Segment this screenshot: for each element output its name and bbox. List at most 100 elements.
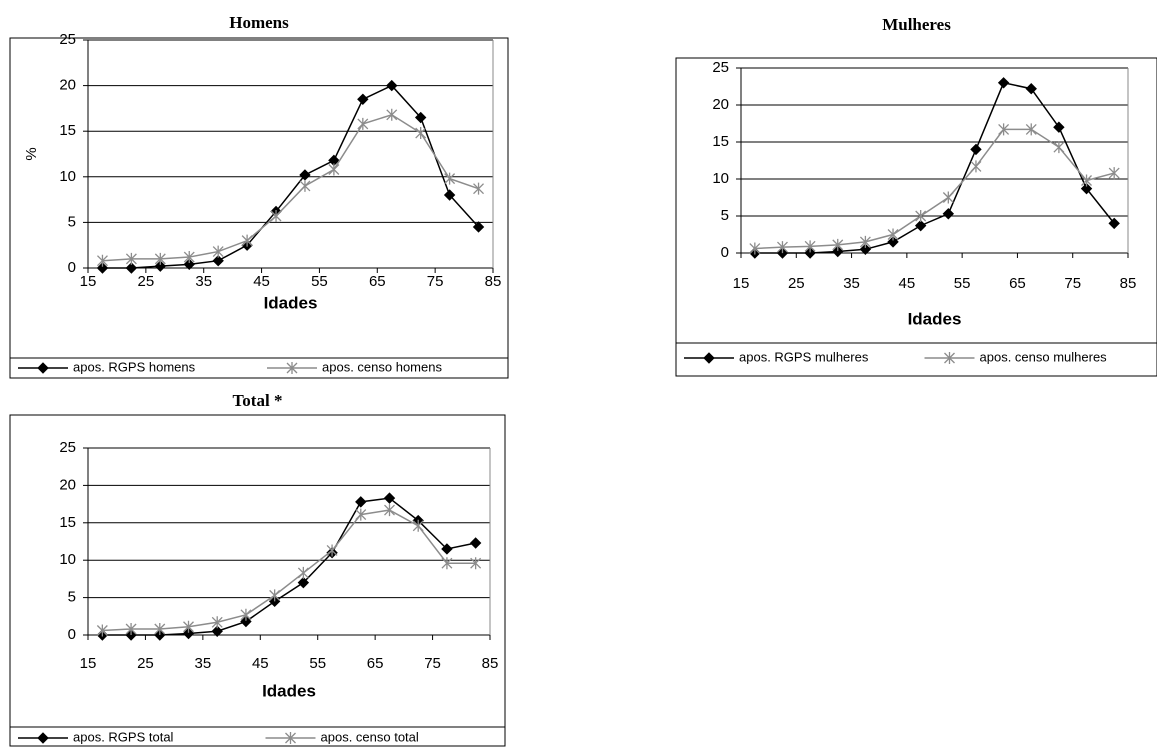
x-tick-label: 35 [843,275,860,292]
data-point [997,77,1010,89]
x-tick-label: 15 [80,273,97,290]
y-tick-label: 10 [712,170,729,187]
data-point [125,623,137,636]
chart-frame [9,37,509,379]
y-axis-label: % [23,147,40,160]
y-tick-label: 10 [59,168,76,185]
data-point [472,221,485,233]
data-point [777,241,788,254]
y-tick-label: 10 [59,551,76,568]
x-tick-label: 75 [424,655,441,672]
chart-title: Homens [229,13,289,32]
x-tick-label: 55 [311,273,328,290]
y-tick-label: 0 [68,259,76,276]
x-axis-label: Idades [264,293,318,312]
data-point [914,219,927,232]
legend-symbol [286,362,298,374]
data-point [386,79,398,92]
y-tick-label: 25 [712,59,729,76]
data-point [887,228,899,241]
data-point [1025,123,1037,136]
y-tick-label: 0 [68,626,76,643]
x-axis-label: Idades [262,681,316,700]
data-point [469,537,482,549]
data-point [125,262,138,274]
x-tick-label: 85 [482,655,499,672]
x-tick-label: 75 [427,273,444,290]
y-tick-label: 25 [59,31,76,48]
x-tick-label: 45 [253,273,270,290]
x-tick-label: 65 [1009,275,1026,292]
series-line [102,509,476,632]
data-point [749,242,761,255]
x-tick-label: 25 [788,275,805,292]
y-tick-label: 5 [721,207,729,224]
data-point [970,143,982,156]
x-tick-label: 35 [195,273,212,290]
legend-label: apos. censo mulheres [980,349,1108,364]
data-point [297,576,310,589]
data-point [859,243,872,256]
data-point [415,127,427,140]
data-point [269,589,281,602]
legend-label: apos. RGPS total [73,729,174,744]
data-point [355,508,367,521]
legend-symbol [37,362,49,374]
data-point [804,247,816,259]
legend-label: apos. RGPS homens [73,359,196,374]
data-point [241,234,253,247]
legend-label: apos. censo total [321,729,419,744]
data-point [1080,182,1093,195]
chart-title: Mulheres [882,15,951,34]
data-point [183,251,195,264]
x-tick-label: 15 [80,655,97,672]
data-point [326,544,338,557]
data-point [183,258,195,271]
data-point [942,208,955,220]
legend-label: apos. censo homens [322,359,442,374]
data-point [915,210,927,222]
data-point [1053,121,1065,133]
x-tick-label: 65 [367,655,384,672]
data-point [212,254,224,267]
data-point [240,608,252,621]
data-point [386,108,398,121]
data-point [470,557,482,570]
series-line [754,128,1115,250]
x-tick-label: 55 [954,275,971,292]
data-point [211,625,223,637]
x-tick-label: 85 [1120,275,1137,292]
legend-symbol [944,352,955,364]
data-point [832,238,844,251]
data-point [473,182,484,195]
y-tick-label: 5 [68,213,76,230]
data-point [183,620,194,633]
data-point [240,615,252,628]
legend-symbol [37,732,49,744]
x-tick-label: 85 [485,273,502,290]
y-tick-label: 15 [712,133,729,150]
data-point [998,123,1010,136]
data-point [96,624,108,637]
data-point [384,504,395,517]
data-point [1108,217,1120,230]
legend-symbol [285,732,296,744]
data-point [154,252,166,265]
data-point [1053,141,1065,154]
y-tick-label: 20 [59,476,76,493]
data-point [970,160,982,173]
data-point [887,236,899,248]
y-tick-label: 20 [712,96,729,113]
data-point [154,260,167,272]
legend-label: apos. RGPS mulheres [739,349,869,364]
data-point [357,93,369,105]
x-tick-label: 25 [138,273,155,290]
data-point [441,557,453,570]
y-tick-label: 15 [59,514,76,531]
data-point [270,210,282,223]
data-point [97,254,108,267]
data-point [355,496,367,508]
data-point [383,492,396,504]
data-point [441,543,453,555]
